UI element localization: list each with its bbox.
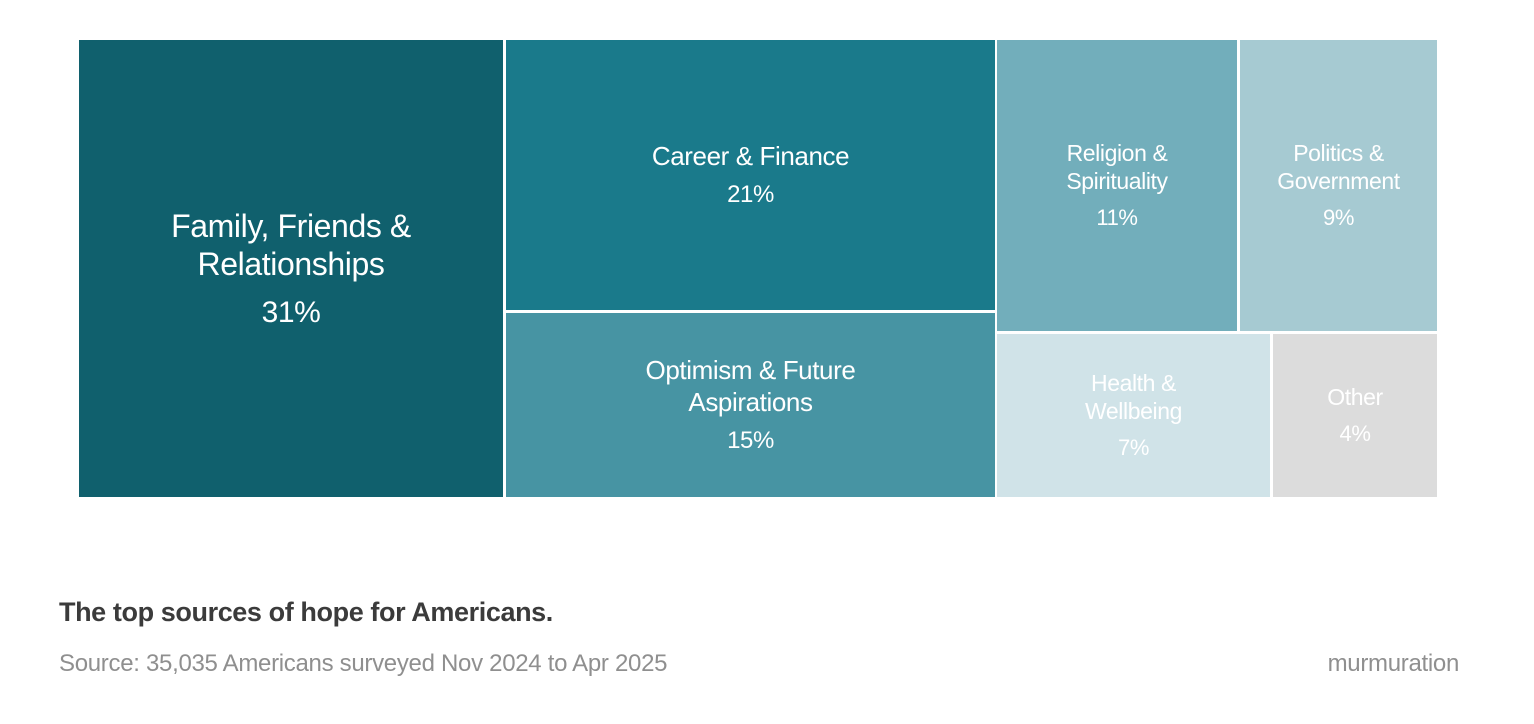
treemap-tile-optimism-future-aspirations: Optimism & Future Aspirations 15% bbox=[506, 313, 995, 497]
tile-percent-other: 4% bbox=[1339, 420, 1371, 446]
source-note: Source: 35,035 Americans surveyed Nov 20… bbox=[59, 650, 668, 677]
treemap-tile-health-wellbeing: Health & Wellbeing 7% bbox=[997, 334, 1270, 497]
tile-label-family-friends-relationships: Family, Friends & Relationships bbox=[171, 207, 411, 282]
treemap-tile-religion-spirituality: Religion & Spirituality 11% bbox=[997, 40, 1237, 331]
tile-label-politics-government: Politics & Government bbox=[1277, 140, 1400, 194]
tile-label-career-finance: Career & Finance bbox=[651, 140, 850, 171]
tile-percent-politics-government: 9% bbox=[1323, 204, 1354, 230]
tile-percent-optimism-future-aspirations: 15% bbox=[727, 426, 774, 454]
chart-title: The top sources of hope for Americans. bbox=[59, 597, 553, 627]
brand-wordmark: murmuration bbox=[1327, 650, 1460, 677]
treemap-chart: Family, Friends & Relationships 31% Career… bbox=[79, 40, 1437, 497]
tile-label-other: Other bbox=[1327, 384, 1383, 411]
tile-label-health-wellbeing: Health & Wellbeing bbox=[1085, 370, 1182, 424]
tile-percent-family-friends-relationships: 31% bbox=[261, 296, 321, 330]
chart-footer: Source: 35,035 Americans surveyed Nov 20… bbox=[59, 650, 1459, 678]
treemap-tile-politics-government: Politics & Government 9% bbox=[1240, 40, 1437, 331]
tile-percent-health-wellbeing: 7% bbox=[1118, 434, 1149, 460]
tile-label-religion-spirituality: Religion & Spirituality bbox=[1066, 140, 1168, 194]
treemap-tile-career-finance: Career & Finance 21% bbox=[506, 40, 995, 310]
tile-label-optimism-future-aspirations: Optimism & Future Aspirations bbox=[645, 355, 856, 417]
treemap-tile-family-friends-relationships: Family, Friends & Relationships 31% bbox=[79, 40, 503, 497]
treemap-tile-other: Other 4% bbox=[1273, 334, 1437, 497]
tile-percent-religion-spirituality: 11% bbox=[1096, 204, 1138, 230]
tile-percent-career-finance: 21% bbox=[727, 181, 774, 209]
